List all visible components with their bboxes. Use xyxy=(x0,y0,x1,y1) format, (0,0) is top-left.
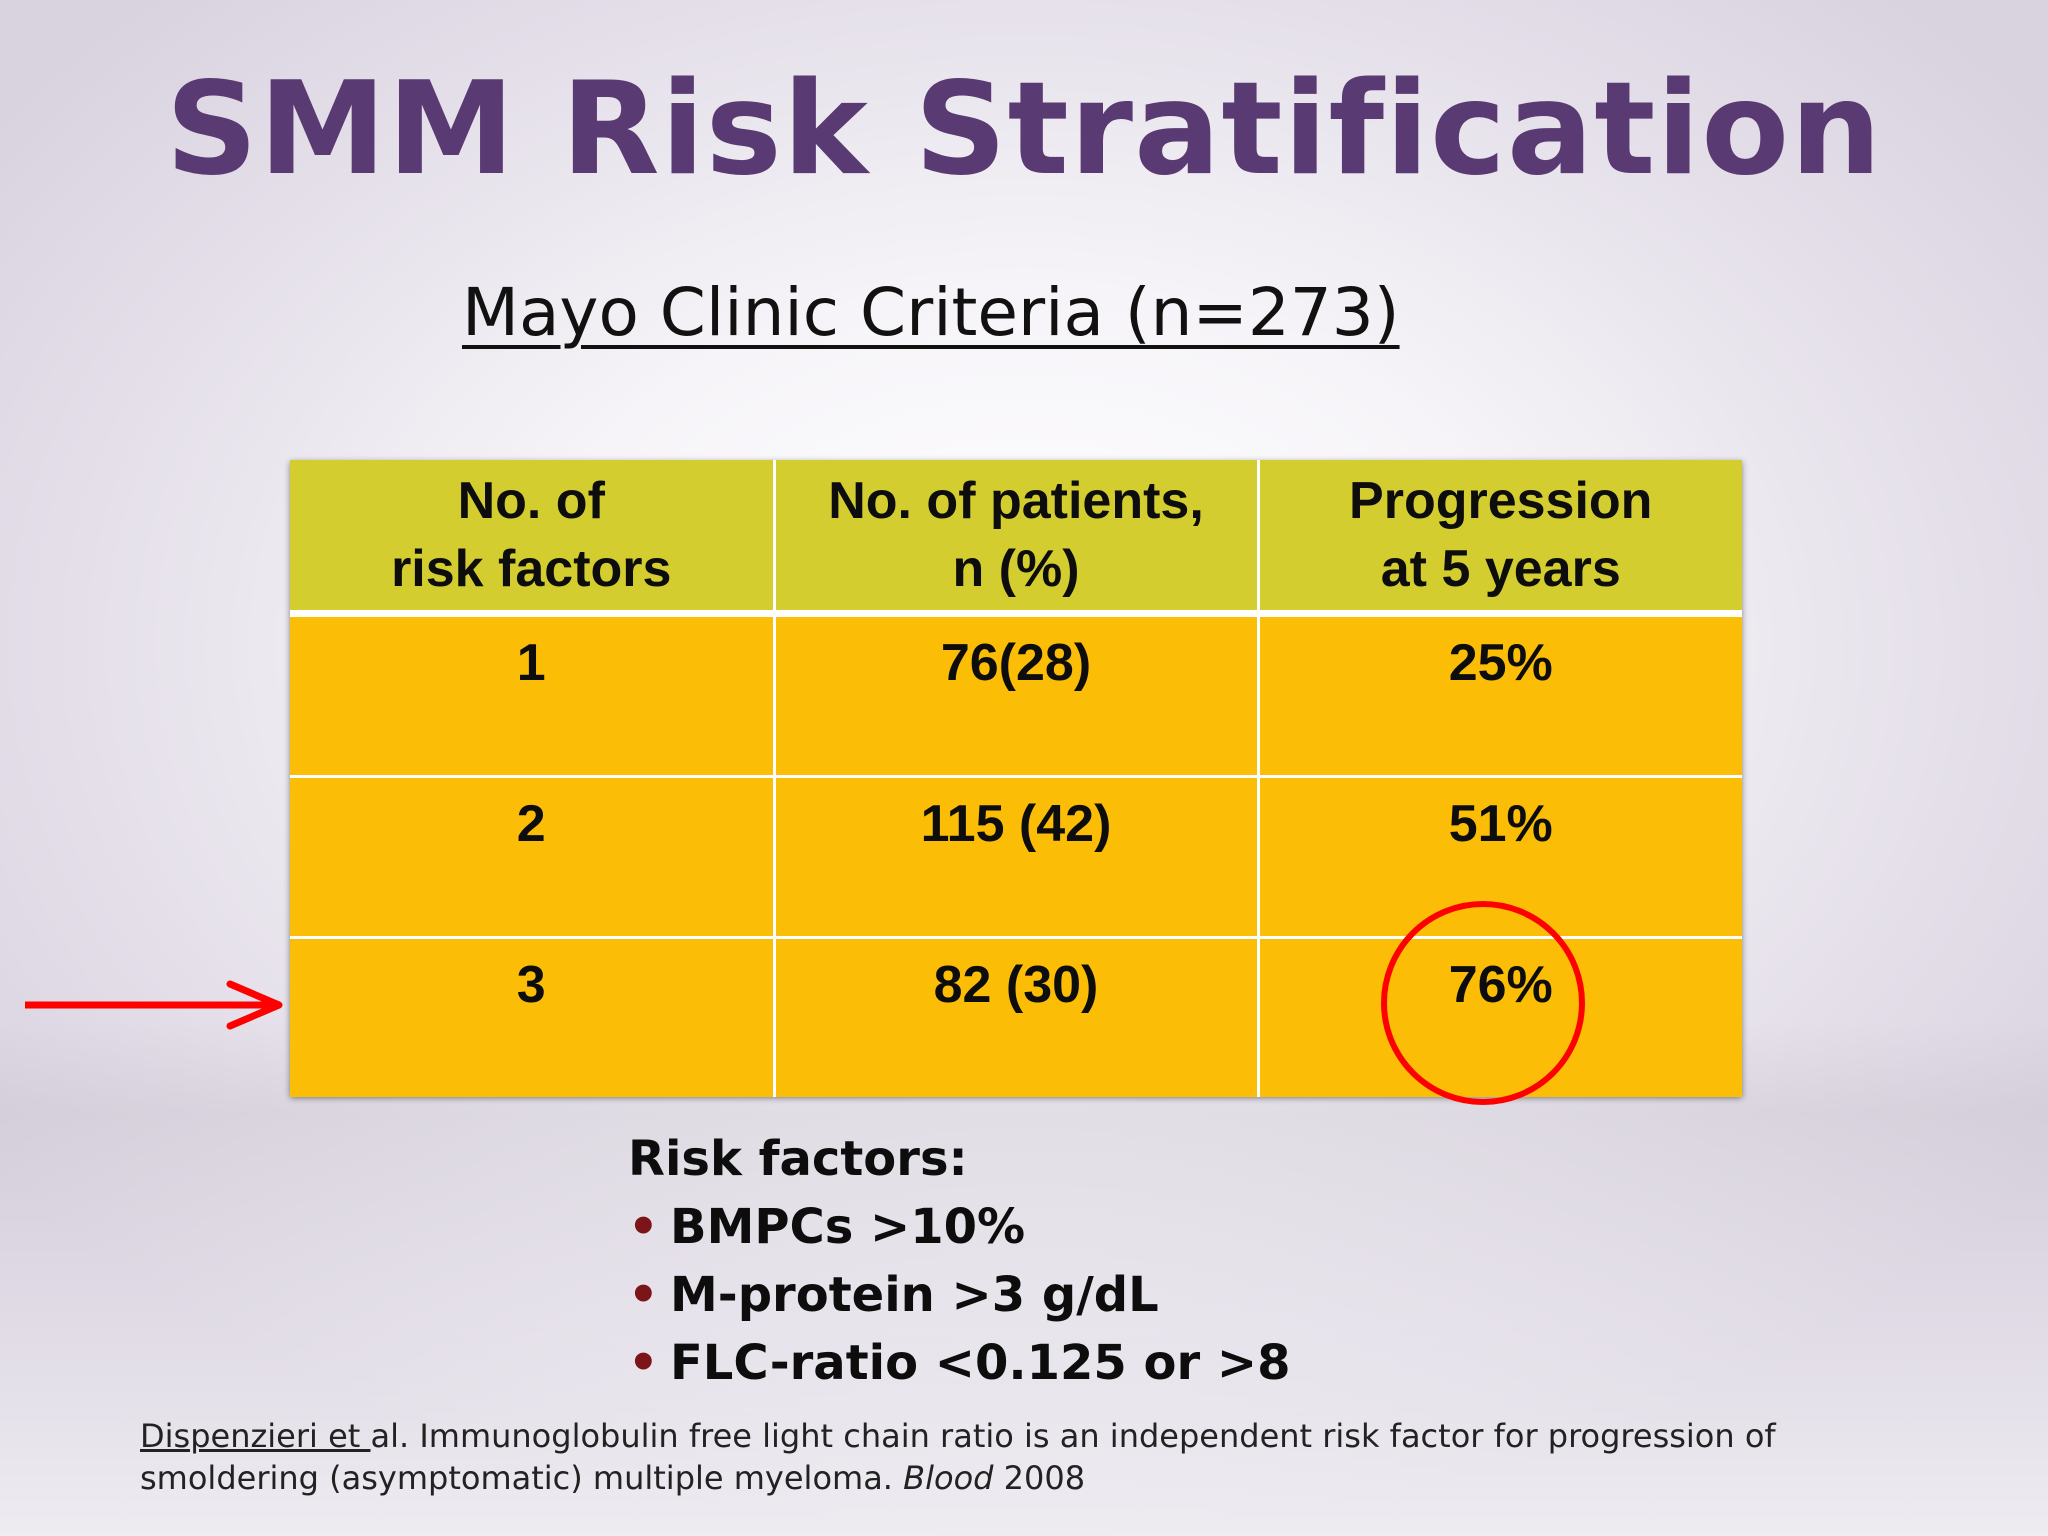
citation-year: 2008 xyxy=(993,1459,1086,1497)
header-line: Progression xyxy=(1349,472,1653,530)
table-header-row: No. of risk factors No. of patients, n (… xyxy=(290,460,1742,617)
citation-author: Dispenzieri et xyxy=(140,1417,371,1455)
header-line: No. of xyxy=(457,472,605,530)
header-line: at 5 years xyxy=(1380,540,1621,598)
risk-factors-list: • BMPCs >10% • M-protein >3 g/dL • FLC-rati… xyxy=(628,1193,1291,1397)
bullet-icon: • xyxy=(628,1335,659,1391)
header-line: n (%) xyxy=(952,540,1080,598)
header-patients: No. of patients, n (%) xyxy=(772,460,1260,617)
citation-text: al. Immunoglobulin free light chain rati… xyxy=(140,1417,1776,1497)
slide-title: SMM Risk Stratification xyxy=(165,55,1883,204)
list-item: • BMPCs >10% xyxy=(628,1193,1291,1261)
risk-factor-text: FLC-ratio <0.125 or >8 xyxy=(670,1335,1291,1391)
risk-factors-heading: Risk factors: xyxy=(628,1131,968,1187)
cell-risk-factors: 3 xyxy=(290,936,776,1097)
table-row: 2 115 (42) 51% xyxy=(290,775,1742,939)
header-risk-factors: No. of risk factors xyxy=(290,460,776,617)
citation-journal: Blood xyxy=(903,1459,994,1497)
list-item: • FLC-ratio <0.125 or >8 xyxy=(628,1329,1291,1397)
risk-factor-text: BMPCs >10% xyxy=(670,1199,1026,1255)
cell-patients: 115 (42) xyxy=(772,775,1260,939)
cell-risk-factors: 1 xyxy=(290,612,776,778)
slide-subtitle: Mayo Clinic Criteria (n=273) xyxy=(462,274,1400,351)
header-line: No. of patients, xyxy=(828,472,1204,530)
header-line: risk factors xyxy=(391,540,672,598)
risk-factors-box: Risk factors: • BMPCs >10% • M-protein >3 … xyxy=(628,1125,1291,1397)
cell-patients: 76(28) xyxy=(772,612,1260,778)
list-item: • M-protein >3 g/dL xyxy=(628,1261,1291,1329)
header-progression: Progression at 5 years xyxy=(1256,460,1742,617)
cell-progression: 25% xyxy=(1256,612,1742,778)
citation: Dispenzieri et al. Immunoglobulin free l… xyxy=(140,1415,1940,1499)
bullet-icon: • xyxy=(628,1199,659,1255)
highlight-circle xyxy=(1381,901,1585,1105)
red-arrow-icon xyxy=(25,980,283,1030)
cell-patients: 82 (30) xyxy=(772,936,1260,1097)
table-row: 1 76(28) 25% xyxy=(290,612,1742,778)
bullet-icon: • xyxy=(628,1267,659,1323)
risk-factor-text: M-protein >3 g/dL xyxy=(670,1267,1159,1323)
cell-risk-factors: 2 xyxy=(290,775,776,939)
background-floor xyxy=(0,1020,2048,1536)
